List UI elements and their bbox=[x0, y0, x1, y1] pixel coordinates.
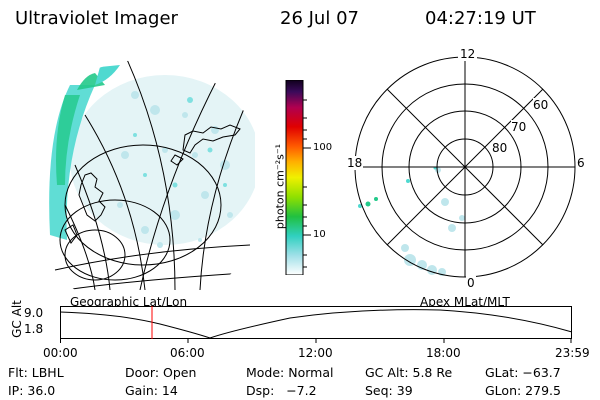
mlt-label-18: 18 bbox=[346, 156, 364, 170]
mlt-label-0: 0 bbox=[466, 276, 476, 290]
time-tick-0600: 06:00 bbox=[170, 346, 205, 360]
filter-info: Flt: LBHL bbox=[8, 365, 64, 380]
time-tick-1200: 12:00 bbox=[298, 346, 333, 360]
gc-alt-info: GC Alt: 5.8 Re bbox=[365, 365, 453, 380]
altitude-tick-1-8: 1.8 bbox=[24, 322, 44, 336]
observation-time: 04:27:19 UT bbox=[425, 8, 536, 29]
gain-info: Gain: 14 bbox=[125, 383, 178, 398]
altitude-strip-plot bbox=[60, 306, 573, 343]
glon-info: GLon: 279.5 bbox=[485, 383, 561, 398]
colorbar-unit-label: photon cm⁻²s⁻¹ bbox=[273, 143, 287, 230]
altitude-tick-9: 9.0 bbox=[24, 306, 44, 320]
time-tick-1800: 18:00 bbox=[426, 346, 461, 360]
dsp-info: Dsp: −7.2 bbox=[246, 383, 317, 398]
instrument-title: Ultraviolet Imager bbox=[15, 8, 178, 29]
mlt-label-6: 6 bbox=[576, 156, 586, 170]
apex-caption: Apex MLat/MLT bbox=[420, 295, 510, 309]
time-tick-2359: 23:59 bbox=[555, 346, 590, 360]
photon-flux-colorbar bbox=[285, 80, 311, 275]
mlt-label-12: 12 bbox=[458, 47, 478, 61]
geographic-globe-image bbox=[49, 60, 255, 290]
mlat-label-70: 70 bbox=[511, 120, 527, 134]
seq-info: Seq: 39 bbox=[365, 383, 413, 398]
colorbar-tick-10: 10 bbox=[313, 229, 326, 240]
altitude-axis-label: GC Alt bbox=[10, 300, 24, 338]
geographic-caption: Geographic Lat/Lon bbox=[70, 295, 188, 309]
mlat-label-60: 60 bbox=[533, 98, 549, 112]
door-info: Door: Open bbox=[125, 365, 197, 380]
time-tick-0000: 00:00 bbox=[43, 346, 78, 360]
mode-info: Mode: Normal bbox=[246, 365, 334, 380]
polar-mlat-mlt-plot bbox=[354, 56, 576, 278]
mlat-label-80: 80 bbox=[492, 141, 508, 155]
colorbar-tick-100: 100 bbox=[313, 142, 333, 153]
observation-date: 26 Jul 07 bbox=[280, 8, 359, 29]
glat-info: GLat: −63.7 bbox=[485, 365, 561, 380]
ip-info: IP: 36.0 bbox=[8, 383, 56, 398]
